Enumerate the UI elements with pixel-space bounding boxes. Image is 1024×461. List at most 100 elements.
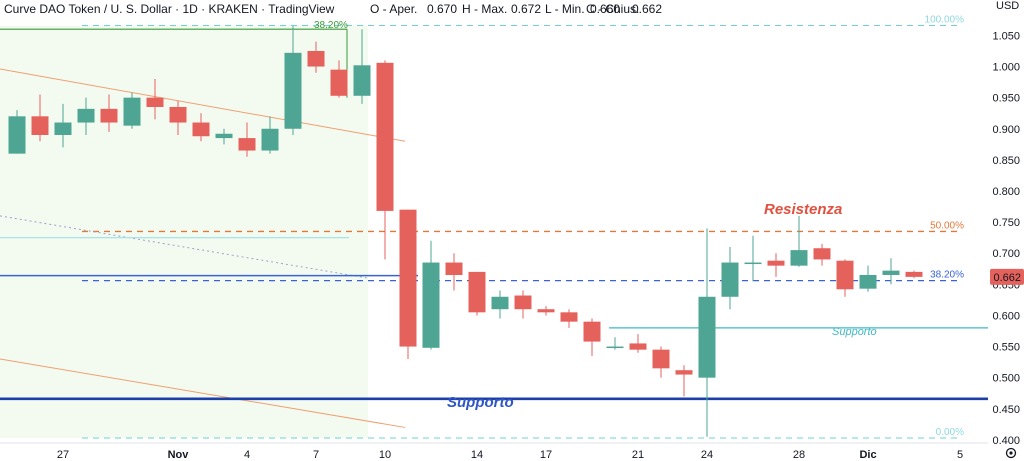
candle-body bbox=[905, 271, 923, 277]
candle bbox=[8, 110, 26, 154]
candle-body bbox=[238, 138, 256, 151]
y-tick-label: 0.850 bbox=[992, 155, 1020, 167]
ohlc-low-label: L - Min. bbox=[545, 2, 585, 16]
candle-body bbox=[514, 295, 532, 310]
candle-body bbox=[422, 262, 440, 348]
candle bbox=[100, 94, 118, 132]
ohlc-high-label: H - Max. bbox=[462, 2, 507, 16]
candle bbox=[77, 97, 95, 135]
x-tick-label: Dic bbox=[859, 449, 876, 461]
x-tick-label: 28 bbox=[793, 449, 805, 461]
candle bbox=[376, 60, 394, 260]
candle bbox=[399, 209, 417, 359]
candle bbox=[307, 41, 325, 73]
candle bbox=[353, 29, 371, 104]
fib-level-label: 100.00% bbox=[925, 14, 965, 25]
dotted-trend-line bbox=[0, 215, 369, 279]
ohlc-close-label: C - Chius. bbox=[586, 2, 639, 16]
x-tick-label: 10 bbox=[379, 449, 391, 461]
candle-body bbox=[169, 106, 187, 123]
candle bbox=[238, 122, 256, 157]
candle-body bbox=[836, 260, 854, 290]
candle bbox=[721, 246, 739, 310]
candle-body bbox=[77, 108, 95, 123]
candle bbox=[652, 346, 670, 378]
candle-body bbox=[445, 262, 463, 275]
channel-upper-line bbox=[0, 68, 406, 142]
candle bbox=[767, 253, 785, 277]
y-tick-label: 0.700 bbox=[992, 248, 1020, 260]
candle bbox=[514, 290, 532, 319]
candle bbox=[123, 92, 141, 129]
currency-label: USD bbox=[996, 0, 1019, 12]
support-blue-label: Supporto bbox=[447, 394, 514, 411]
candle-body bbox=[721, 262, 739, 297]
candle-body bbox=[583, 321, 601, 342]
y-tick-label: 0.600 bbox=[992, 310, 1020, 322]
candle-body bbox=[54, 122, 72, 135]
candle-body bbox=[767, 260, 785, 266]
candle bbox=[859, 265, 877, 292]
candle bbox=[146, 78, 164, 120]
candle-body bbox=[123, 97, 141, 126]
candle-body bbox=[353, 65, 371, 96]
support-cyan-label: Supporto bbox=[832, 326, 877, 338]
candle bbox=[468, 271, 486, 316]
y-tick-label: 0.950 bbox=[992, 93, 1020, 105]
x-tick-label: Nov bbox=[168, 449, 190, 461]
y-tick-label: 0.550 bbox=[992, 342, 1020, 354]
candle-body bbox=[629, 343, 647, 350]
candle bbox=[261, 116, 279, 154]
candle-body bbox=[606, 346, 624, 349]
ohlc-low-value: 0.660 bbox=[590, 2, 620, 16]
candle-body bbox=[192, 122, 210, 137]
candle-body bbox=[859, 274, 877, 289]
candle-body bbox=[399, 209, 417, 347]
fib-top-label: 38.20% bbox=[314, 20, 348, 31]
candle bbox=[54, 103, 72, 148]
candle-body bbox=[652, 349, 670, 369]
candle-body bbox=[330, 69, 348, 96]
y-tick-label: 0.750 bbox=[992, 217, 1020, 229]
candle-body bbox=[790, 250, 808, 266]
y-tick-label: 1.000 bbox=[992, 62, 1020, 74]
candle-body bbox=[8, 116, 26, 154]
candle bbox=[537, 306, 555, 316]
candle-body bbox=[146, 97, 164, 107]
candle-body bbox=[100, 108, 118, 123]
ohlc-readout: O - Aper. 0.670 H - Max. 0.672 L - Min. … bbox=[370, 2, 662, 16]
settings-gear-icon[interactable] bbox=[1005, 447, 1017, 459]
x-tick-label: 5 bbox=[957, 449, 963, 461]
candle bbox=[790, 215, 808, 267]
candle bbox=[629, 334, 647, 353]
x-tick-label: 4 bbox=[244, 449, 250, 461]
ohlc-open-value: 0.670 bbox=[427, 2, 457, 16]
candle bbox=[606, 337, 624, 350]
candle bbox=[330, 60, 348, 98]
y-tick-label: 0.400 bbox=[992, 435, 1020, 447]
ohlc-open-label: O - Aper. bbox=[370, 2, 417, 16]
channel-lower-line bbox=[0, 358, 406, 428]
x-tick-label: 7 bbox=[313, 449, 319, 461]
candle-body bbox=[882, 270, 900, 275]
candle-body bbox=[215, 133, 233, 139]
candle bbox=[698, 228, 716, 437]
candle-body bbox=[31, 116, 49, 135]
candle bbox=[905, 270, 923, 279]
candle bbox=[284, 26, 302, 135]
candle bbox=[445, 253, 463, 291]
candle bbox=[675, 365, 693, 397]
fib-level-label: 38.20% bbox=[930, 270, 964, 281]
x-tick-label: 27 bbox=[57, 449, 69, 461]
y-tick-label: 0.500 bbox=[992, 373, 1020, 385]
candle bbox=[31, 94, 49, 142]
x-tick-label: 21 bbox=[632, 449, 644, 461]
y-tick-label: 0.450 bbox=[992, 404, 1020, 416]
candle-body bbox=[744, 262, 762, 265]
candle bbox=[882, 258, 900, 285]
fib-level-label: 50.00% bbox=[930, 220, 964, 231]
candle-body bbox=[560, 312, 578, 322]
candle bbox=[491, 290, 509, 319]
y-tick-label: 0.800 bbox=[992, 186, 1020, 198]
